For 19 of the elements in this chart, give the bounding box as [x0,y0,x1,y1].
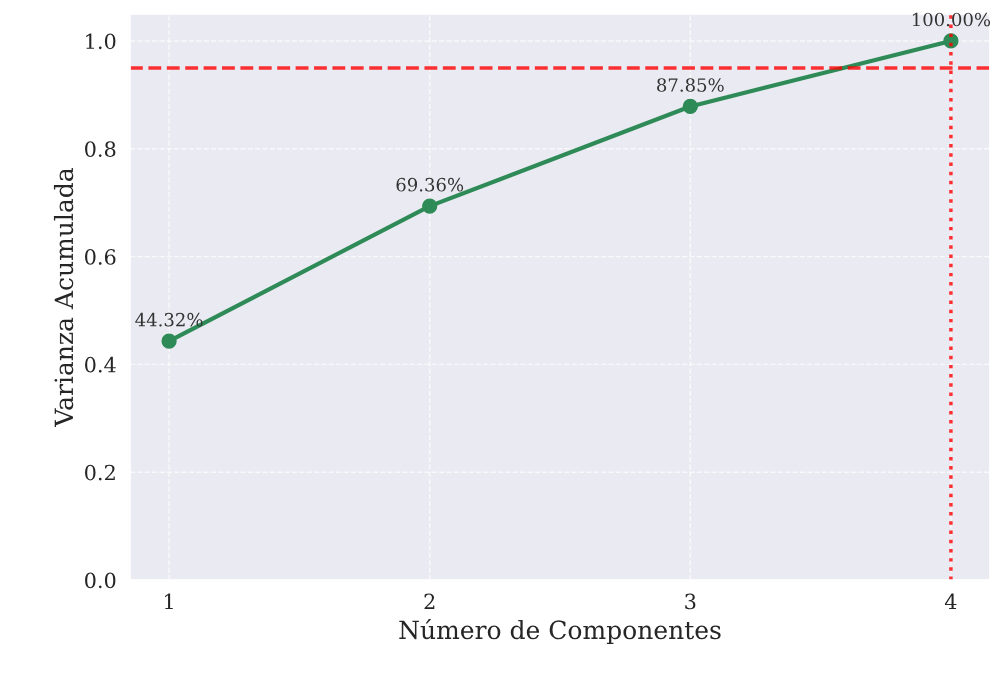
x-tick-label: 4 [944,593,957,610]
x-tick-label: 2 [424,593,435,610]
x-axis-title: Número de Componentes [399,618,721,645]
y-tick-label: 0.4 [85,356,116,373]
x-tick-label: 3 [685,593,696,610]
y-tick-label: 1.0 [86,33,116,50]
point [422,198,438,214]
point [161,333,177,349]
point [682,98,698,115]
y-tick-label: 0.0 [85,572,116,589]
y-tick-label: 0.2 [85,464,115,481]
data-label: 100.00% [912,12,991,27]
y-tick-label: 0.6 [85,249,116,265]
x-tick-label: 1 [165,593,173,610]
data-label: 69.36% [396,177,464,192]
y-tick-label: 0.8 [85,141,116,157]
data-label: 87.85% [657,78,724,92]
y-axis-title: Varianza Acumulada [53,168,74,427]
data-label: 44.32% [135,312,203,327]
